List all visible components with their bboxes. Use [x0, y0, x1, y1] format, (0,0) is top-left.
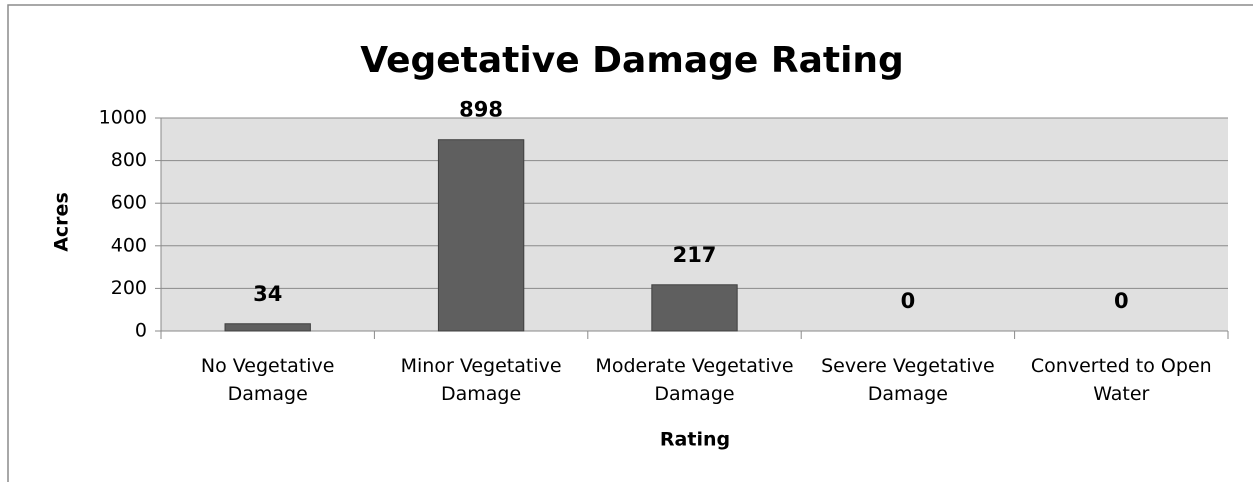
bar	[437, 139, 525, 332]
data-label: 0	[1114, 289, 1129, 313]
y-axis-label: Acres	[51, 192, 73, 252]
x-tick-label: Moderate Vegetative Damage	[595, 355, 794, 405]
y-tick-label: 1000	[99, 107, 147, 129]
bar	[224, 323, 311, 332]
data-label: 217	[673, 243, 717, 267]
chart-title: Vegetative Damage Rating	[360, 40, 904, 81]
y-tick-label: 200	[111, 277, 147, 299]
x-tick-label: Severe Vegetative Damage	[821, 355, 995, 405]
y-tick-label: 600	[111, 192, 147, 214]
x-tick-label: No Vegetative Damage	[200, 355, 335, 405]
bar	[651, 284, 738, 332]
x-tick-label: Converted to Open Water	[1030, 355, 1212, 405]
y-tick-label: 800	[111, 149, 147, 171]
data-label: 34	[253, 282, 282, 306]
y-tick-label: 400	[111, 234, 147, 256]
y-tick-label: 0	[135, 320, 147, 342]
chart-border	[7, 4, 1253, 482]
data-label: 898	[459, 98, 503, 122]
data-label: 0	[901, 289, 916, 313]
x-axis-label: Rating	[660, 429, 730, 451]
x-tick-label: Minor Vegetative Damage	[400, 355, 562, 405]
